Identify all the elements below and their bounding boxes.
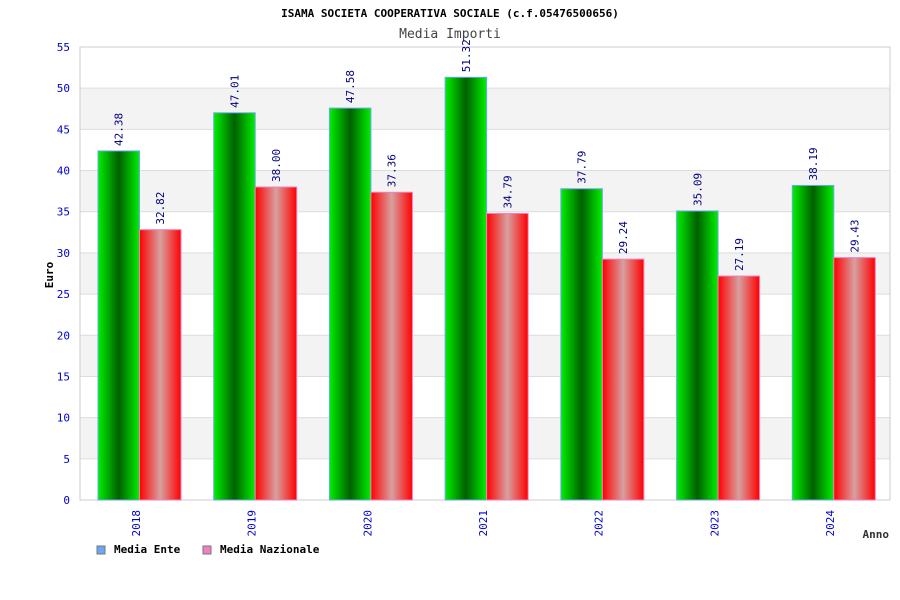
legend-swatch-media-ente	[96, 545, 106, 555]
y-tick-label: 50	[57, 82, 70, 95]
bar-media-nazionale-2019	[254, 186, 298, 501]
x-tick-label: 2024	[824, 510, 837, 537]
x-tick-label: 2022	[593, 510, 606, 537]
bar-media-ente-2018	[97, 150, 140, 501]
chart-subtitle: Media Importi	[399, 27, 501, 42]
data-label: 27.19	[733, 238, 746, 271]
bar-media-nazionale-2024	[833, 257, 876, 501]
y-tick-label: 5	[63, 453, 70, 466]
bar-media-nazionale-2023	[717, 275, 761, 501]
legend-swatch-media-nazionale	[202, 545, 212, 555]
chart-title: ISAMA SOCIETA COOPERATIVA SOCIALE (c.f.0…	[281, 7, 619, 20]
legend-label-media-ente: Media Ente	[114, 543, 181, 556]
y-axis-label: Euro	[43, 261, 56, 288]
y-tick-label: 45	[57, 123, 70, 136]
y-tick-label: 0	[63, 494, 70, 507]
y-tick-label: 40	[57, 165, 70, 178]
x-axis-label: Anno	[863, 528, 890, 541]
y-tick-label: 30	[57, 247, 70, 260]
y-tick-label: 15	[57, 370, 70, 383]
data-label: 42.38	[113, 113, 126, 146]
data-label: 32.82	[154, 192, 167, 225]
bar-media-nazionale-2022	[601, 258, 645, 501]
data-label: 37.79	[576, 151, 589, 184]
data-label: 29.24	[617, 221, 630, 254]
x-tick-label: 2023	[708, 510, 721, 537]
x-tick-label: 2020	[361, 510, 374, 537]
x-tick-label: 2019	[246, 510, 259, 537]
data-label: 34.79	[501, 175, 514, 208]
data-label: 35.09	[691, 173, 704, 206]
data-label: 29.43	[849, 219, 862, 252]
bar-media-ente-2019	[213, 112, 256, 501]
y-tick-label: 25	[57, 288, 70, 301]
y-tick-label: 10	[57, 412, 70, 425]
data-label: 38.00	[270, 149, 283, 182]
y-tick-label: 35	[57, 206, 70, 219]
bar-media-nazionale-2020	[370, 191, 413, 501]
data-label: 51.32	[460, 39, 473, 72]
legend-label-media-nazionale: Media Nazionale	[220, 543, 320, 556]
x-tick-label: 2018	[130, 510, 143, 537]
bar-media-ente-2023	[676, 210, 719, 501]
data-label: 38.19	[807, 147, 820, 180]
bar-media-nazionale-2021	[486, 212, 529, 501]
bar-media-ente-2021	[444, 76, 488, 501]
y-tick-label: 55	[57, 41, 70, 54]
bar-media-ente-2024	[791, 184, 835, 501]
x-tick-label: 2021	[477, 510, 490, 537]
bar-media-ente-2020	[328, 107, 372, 501]
bar-media-ente-2022	[560, 188, 603, 501]
data-label: 47.01	[228, 75, 241, 108]
data-label: 47.58	[344, 70, 357, 103]
data-label: 37.36	[386, 154, 399, 187]
bar-media-nazionale-2018	[139, 229, 182, 501]
y-tick-label: 20	[57, 329, 70, 342]
